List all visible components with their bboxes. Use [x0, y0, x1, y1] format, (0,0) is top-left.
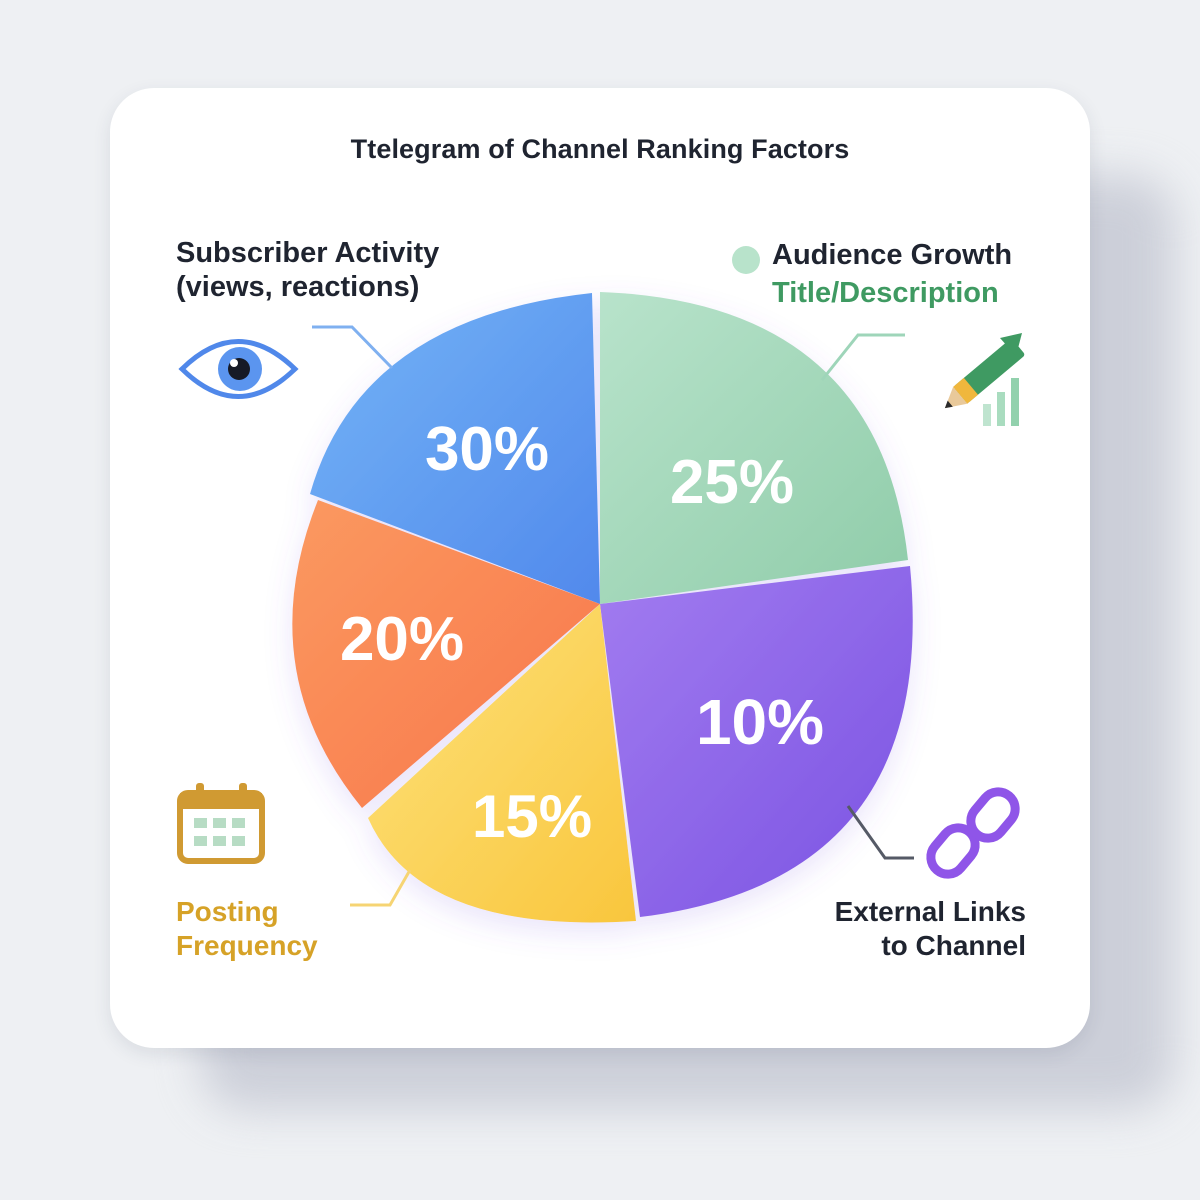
growth-pencil-icon: [944, 333, 1025, 426]
label-posting-frequency: Posting Frequency: [176, 895, 376, 963]
label-subscriber-activity-line2: (views, reactions): [176, 271, 420, 303]
label-title-description: Title/Description: [772, 277, 999, 309]
legend-marker-audience-growth: [732, 246, 760, 274]
slice-value-other: 20%: [340, 605, 464, 674]
chart-title: Ttelegram of Channel Ranking Factors: [350, 134, 850, 164]
pie-slice-subscriber-activity: [310, 293, 600, 604]
calendar-icon: [177, 783, 265, 864]
pie-slice-other: [292, 500, 600, 808]
label-posting-frequency-line2: Frequency: [176, 930, 318, 961]
slice-value-audience-growth: 25%: [670, 448, 794, 517]
pie-slice-audience-growth: [600, 292, 908, 604]
label-posting-frequency-line1: Posting: [176, 896, 279, 927]
label-external-links-line2: to Channel: [881, 930, 1026, 961]
slice-value-external-links: 10%: [696, 686, 824, 758]
eye-icon: [178, 339, 299, 399]
slice-value-subscriber-activity: 30%: [425, 415, 549, 484]
slice-value-posting-frequency: 15%: [472, 783, 592, 850]
label-subscriber-activity: Subscriber Activity (views, reactions): [176, 236, 439, 304]
label-subscriber-activity-line1: Subscriber Activity: [176, 237, 440, 269]
pie-slice-external-links: [600, 566, 913, 917]
label-external-links: External Links to Channel: [770, 895, 1026, 963]
leader-line-subscriber-activity: [312, 325, 394, 370]
leader-line-external-links: [846, 805, 914, 860]
label-external-links-line1: External Links: [834, 896, 1026, 927]
chain-link-icon: [926, 787, 1020, 879]
pie-slice-posting-frequency: [368, 604, 636, 923]
label-audience-growth: Audience Growth: [772, 239, 1013, 271]
leader-line-audience-growth: [820, 333, 905, 381]
leader-line-posting-frequency: [350, 869, 412, 907]
